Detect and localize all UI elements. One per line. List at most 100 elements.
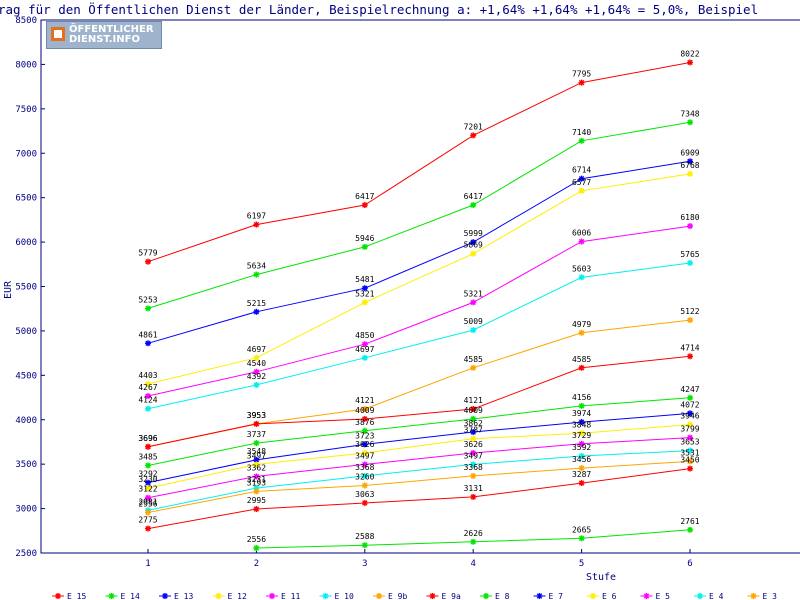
- data-point-e-1: [361, 542, 368, 549]
- series-e-11: [145, 223, 693, 400]
- data-point-e-8: [253, 440, 260, 447]
- data-point-e-9b: [578, 329, 585, 336]
- data-label-e-10: 5009: [464, 317, 483, 326]
- data-label-e-5: 3122: [138, 485, 157, 494]
- legend-item-e-7: E_7: [533, 592, 563, 600]
- data-point-e-12: [470, 250, 477, 257]
- data-point-e-12: [145, 380, 151, 387]
- data-label-e-10: 4697: [355, 345, 374, 354]
- data-point-e-4: [687, 447, 693, 454]
- data-label-e-15: 7201: [464, 122, 483, 131]
- legend-item-e-3: E_3: [747, 592, 778, 600]
- data-point-e-12: [253, 354, 260, 361]
- legend-item-e-6: E_6: [587, 592, 617, 600]
- series-line-e-6: [147, 424, 691, 489]
- data-point-e-13: [361, 285, 368, 292]
- series-e-12: [145, 170, 693, 387]
- data-point-e-1: [470, 538, 477, 545]
- data-label-e-4: 3231: [247, 475, 266, 484]
- legend-item-e-5: E_5: [640, 592, 670, 600]
- data-point-e-9a: [145, 443, 151, 450]
- data-point-e-6: [145, 485, 151, 492]
- data-point-e-14: [253, 271, 260, 278]
- data-label-e-11: 6006: [572, 229, 591, 238]
- data-point-e-13: [687, 158, 693, 165]
- data-label-e-11: 4850: [355, 331, 374, 340]
- logo-line-2: DIENST.INFO: [69, 34, 140, 45]
- y-tick-label: 8000: [15, 60, 37, 70]
- data-label-e-8: 4247: [680, 385, 699, 394]
- series-e-8: [145, 394, 693, 469]
- data-label-e-1: 2665: [572, 525, 591, 534]
- data-point-e-8: [470, 415, 477, 422]
- legend-item-e-15: E_15: [52, 592, 86, 600]
- data-label-e-12: 4403: [138, 371, 157, 380]
- series-e-9a: [145, 353, 693, 450]
- data-label-e-9b: 3953: [247, 411, 266, 420]
- series-e-15: [145, 59, 693, 265]
- data-label-e-9a: 4009: [355, 406, 374, 415]
- data-label-e-6: 3848: [572, 420, 591, 429]
- legend-label: E_3: [763, 592, 778, 600]
- data-point-e-3: [145, 509, 151, 516]
- series-e-3: [145, 458, 693, 516]
- legend-marker: [269, 593, 275, 599]
- data-label-e-13: 6909: [680, 148, 699, 157]
- data-label-e-13: 5999: [464, 229, 483, 238]
- site-logo: ÖFFENTLICHER DIENST.INFO: [46, 21, 162, 49]
- series-line-e-9a: [147, 355, 691, 448]
- data-label-e-10: 4392: [247, 372, 266, 381]
- data-point-e-10: [253, 381, 260, 388]
- legend-marker: [108, 593, 115, 599]
- data-label-e-11: 4267: [138, 383, 157, 392]
- data-point-e-9b: [361, 406, 368, 413]
- x-axis-label: Stufe: [586, 572, 616, 583]
- y-tick-label: 5000: [15, 327, 37, 337]
- data-point-e-8: [361, 427, 368, 434]
- data-point-e-10: [470, 327, 477, 334]
- data-label-e-4: 3592: [572, 443, 591, 452]
- data-label-e-7: 4072: [680, 400, 699, 409]
- data-label-e-12: 4697: [247, 345, 266, 354]
- series-line-e-9b: [147, 319, 691, 448]
- data-label-e-4: 3653: [680, 438, 699, 447]
- data-label-e-13: 4861: [138, 330, 157, 339]
- data-label-e-8: 3876: [355, 418, 374, 427]
- series-e-2: [145, 465, 693, 532]
- data-label-e-14: 5634: [247, 262, 266, 271]
- legend-label: E_9a: [442, 592, 461, 600]
- data-point-e-10: [578, 274, 585, 281]
- data-point-e-14: [687, 119, 693, 126]
- logo-line-1: ÖFFENTLICHER: [69, 24, 154, 35]
- data-point-e-11: [145, 393, 151, 400]
- data-point-e-9b: [687, 317, 693, 324]
- data-point-e-9b: [470, 364, 477, 371]
- data-label-e-14: 5946: [355, 234, 374, 243]
- legend-item-e-9b: E_9b: [373, 592, 407, 600]
- series-e-10: [145, 259, 693, 412]
- data-point-e-15: [361, 202, 368, 209]
- data-point-e-5: [578, 440, 585, 447]
- data-point-e-12: [578, 187, 585, 194]
- data-point-e-9a: [361, 415, 368, 422]
- data-point-e-5: [687, 434, 693, 441]
- x-tick-label: 3: [362, 559, 367, 569]
- y-tick-label: 2500: [15, 549, 37, 559]
- data-label-layer: 5779 6197 6417 7201 7795 8022 5253 5634 5946 6417…: [138, 49, 699, 544]
- data-point-e-3: [253, 488, 260, 495]
- data-label-e-2: 2995: [247, 496, 266, 505]
- data-label-e-8: 3485: [138, 452, 157, 461]
- data-label-e-13: 6714: [572, 166, 591, 175]
- data-label-e-9b: 5122: [680, 307, 699, 316]
- y-tick-label: 6500: [15, 194, 37, 204]
- legend-marker: [55, 593, 61, 599]
- data-label-e-3: 3368: [464, 463, 483, 472]
- legend-label: E_9b: [388, 592, 407, 600]
- legend-marker: [483, 593, 489, 599]
- data-label-e-11: 5321: [464, 289, 483, 298]
- legend-marker: [429, 593, 436, 599]
- data-label-e-7: 3548: [247, 447, 266, 456]
- data-label-e-9b: 4979: [572, 320, 591, 329]
- data-label-e-3: 3193: [247, 478, 266, 487]
